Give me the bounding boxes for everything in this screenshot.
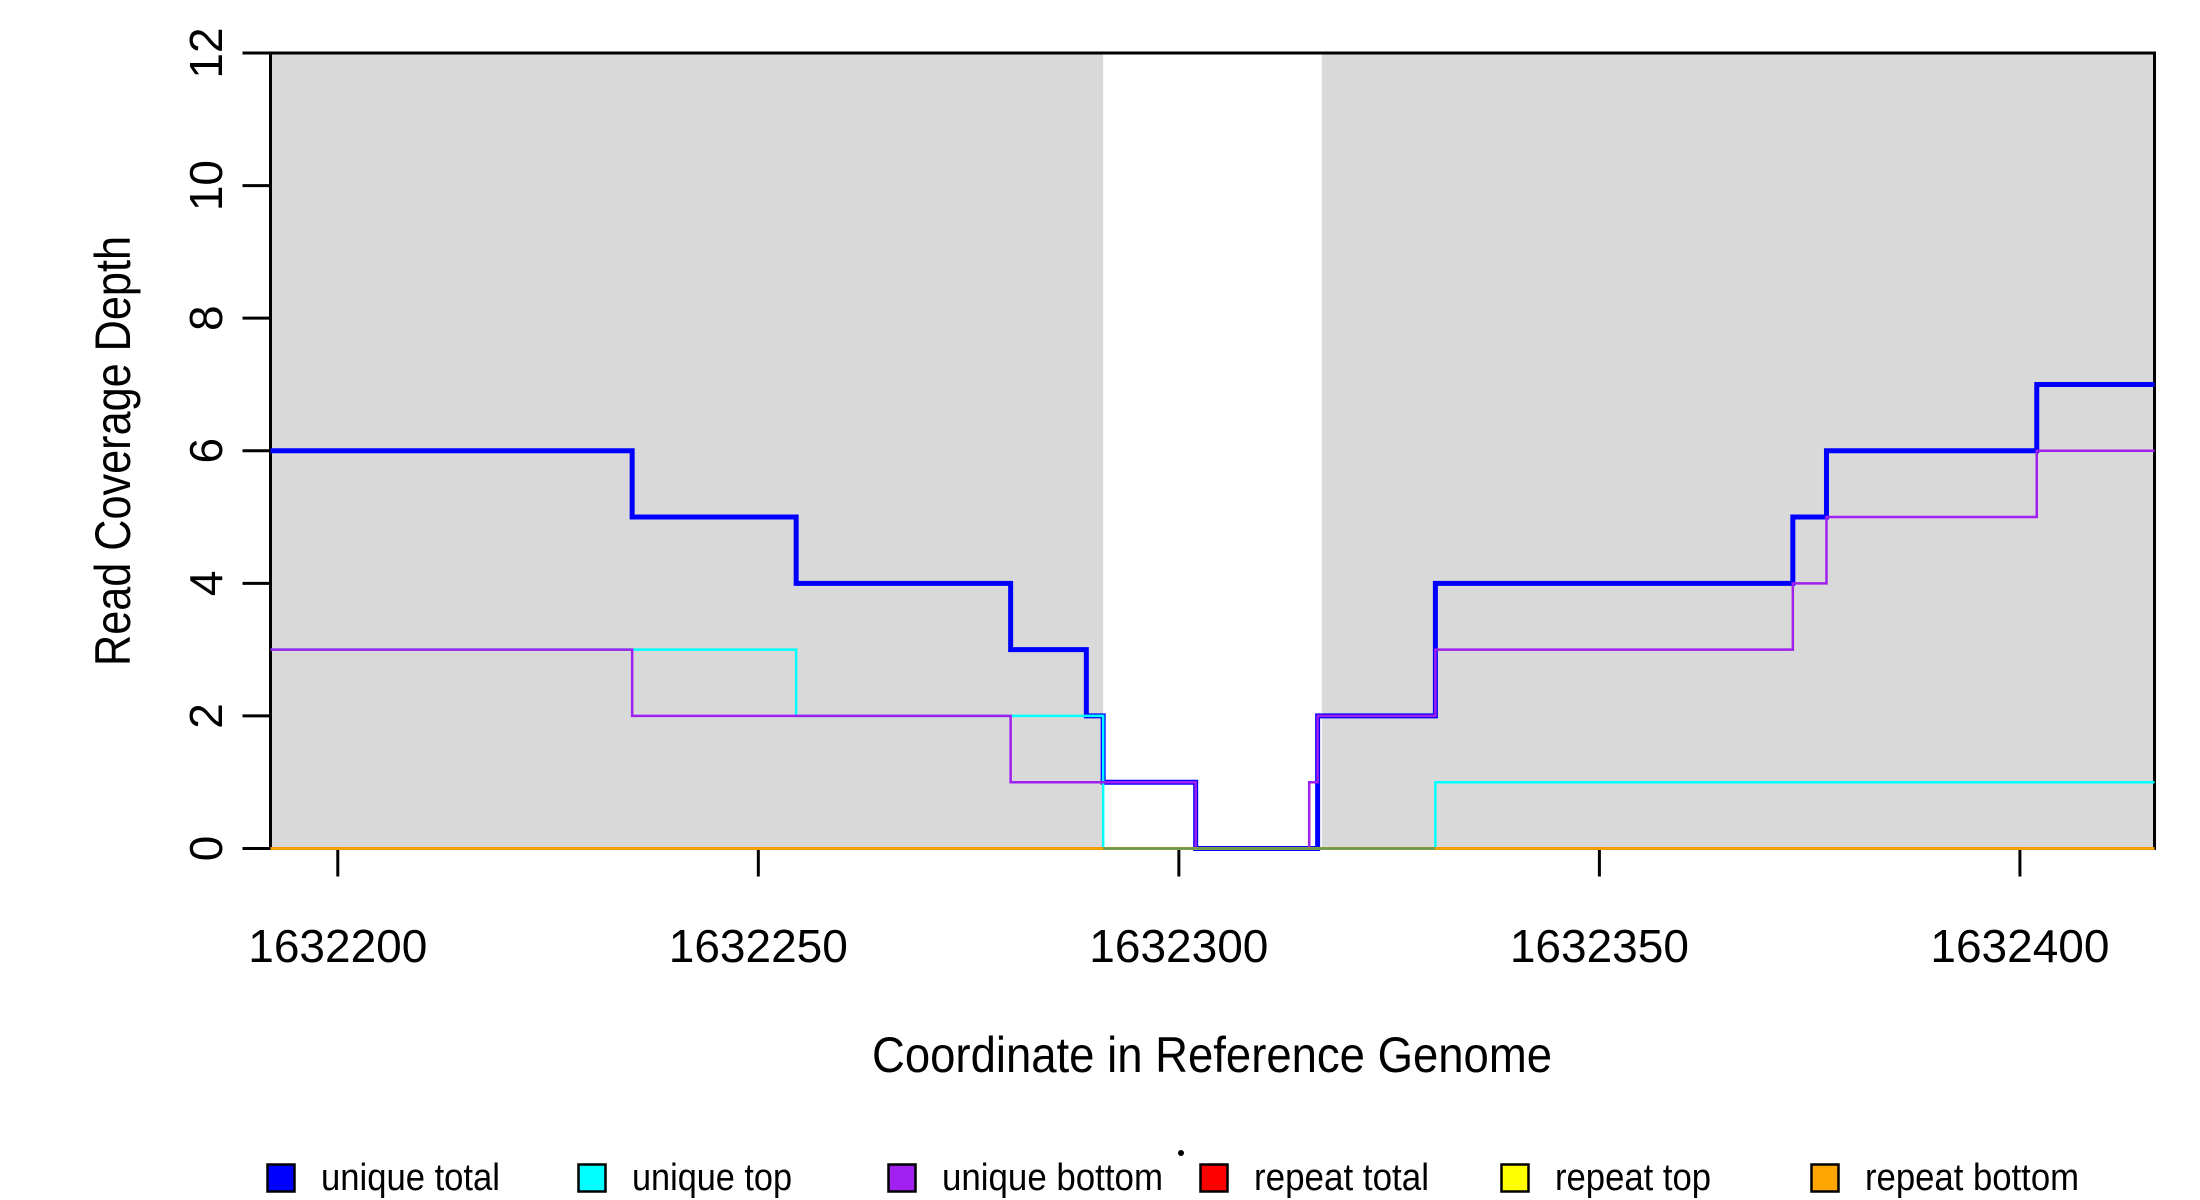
legend-item-repeat-bottom: repeat bottom bbox=[1810, 1157, 2079, 1199]
legend-label: repeat total bbox=[1254, 1157, 1429, 1199]
y-axis-tick-label: 0 bbox=[180, 836, 232, 862]
legend-swatch-repeat-total-icon bbox=[1199, 1163, 1229, 1193]
legend-swatch-unique-bottom-icon bbox=[887, 1163, 917, 1193]
x-axis-tick-label: 1632250 bbox=[669, 920, 848, 972]
legend: unique total unique top unique bottom repea… bbox=[266, 1157, 2079, 1199]
x-axis-tick-label: 1632400 bbox=[1930, 920, 2109, 972]
y-axis-title: Read Coverage Depth bbox=[85, 236, 141, 666]
legend-item-unique-total: unique total bbox=[266, 1157, 500, 1199]
legend-label: unique total bbox=[321, 1157, 500, 1199]
legend-swatch-repeat-top-icon bbox=[1500, 1163, 1530, 1193]
y-axis-tick-label: 6 bbox=[180, 438, 232, 464]
y-axis-tick-label: 4 bbox=[180, 571, 232, 597]
y-axis-tick-label: 12 bbox=[180, 27, 232, 78]
x-axis: 1632200 1632250 1632300 1632350 1632400 Coord… bbox=[248, 848, 2109, 1083]
y-axis-tick-label: 8 bbox=[180, 305, 232, 331]
x-axis-title: Coordinate in Reference Genome bbox=[872, 1027, 1552, 1083]
legend-label: repeat top bbox=[1555, 1157, 1711, 1199]
legend-item-unique-top: unique top bbox=[577, 1157, 792, 1199]
legend-item-unique-bottom: unique bottom bbox=[887, 1157, 1163, 1199]
legend-swatch-repeat-bottom-icon bbox=[1810, 1163, 1840, 1193]
x-axis-tick-label: 1632350 bbox=[1510, 920, 1689, 972]
legend-item-repeat-total: repeat total bbox=[1199, 1157, 1429, 1199]
legend-label: unique top bbox=[632, 1157, 792, 1199]
x-axis-tick-label: 1632300 bbox=[1089, 920, 1268, 972]
y-axis-tick-label: 2 bbox=[180, 703, 232, 729]
legend-item-repeat-top: repeat top bbox=[1500, 1157, 1711, 1199]
stray-dot bbox=[1178, 1150, 1184, 1156]
legend-swatch-unique-total-icon bbox=[266, 1163, 296, 1193]
y-axis: 0 2 4 6 8 10 12 Read Coverage Depth bbox=[85, 27, 271, 861]
legend-label: repeat bottom bbox=[1865, 1157, 2079, 1199]
y-axis-tick-label: 10 bbox=[180, 160, 232, 211]
legend-label: unique bottom bbox=[942, 1157, 1163, 1199]
series-line-unique-bottom bbox=[270, 449, 2155, 850]
legend-swatch-unique-top-icon bbox=[577, 1163, 607, 1193]
x-axis-tick-label: 1632200 bbox=[248, 920, 427, 972]
